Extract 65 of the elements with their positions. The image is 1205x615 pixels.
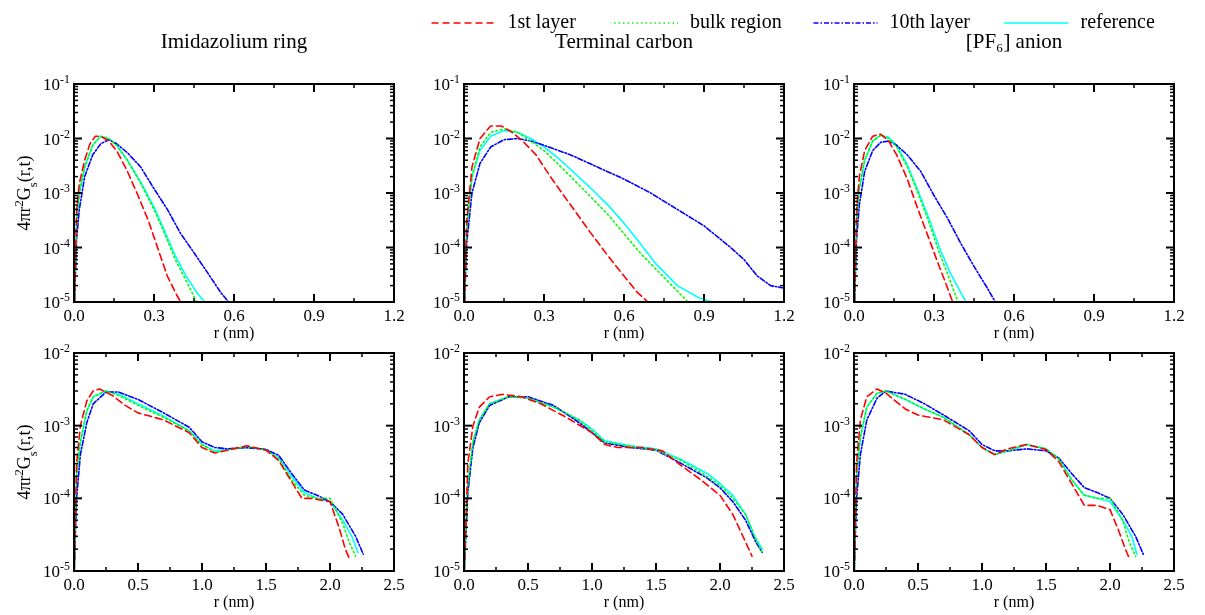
x-tick-label: 0.5: [907, 575, 929, 594]
x-axis-title: r (nm): [213, 593, 255, 611]
x-tick-label: 2.0: [1099, 575, 1121, 594]
y-tick-label: 10$^{-3}$: [823, 413, 851, 436]
x-axis-title: r (nm): [603, 593, 645, 611]
x-tick-label: 0.6: [1003, 306, 1025, 325]
x-axis-title: r (nm): [993, 324, 1035, 342]
y-tick-label: 10$^{-2}$: [433, 126, 461, 149]
x-tick-label: 1.0: [971, 575, 993, 594]
y-tick-label: 10$^{-1}$: [433, 72, 461, 94]
legend-label: reference: [1080, 10, 1155, 32]
x-tick-label: 0.0: [453, 306, 475, 325]
x-tick-label: 2.0: [709, 575, 731, 594]
x-tick-label: 0.3: [923, 306, 945, 325]
y-tick-label: 10$^{-2}$: [823, 341, 851, 363]
x-tick-label: 0.9: [1083, 306, 1105, 325]
chart-title: Imidazolium ring: [160, 29, 308, 53]
x-tick-label: 1.2: [1163, 306, 1185, 325]
x-tick-label: 2.0: [319, 575, 341, 594]
y-tick-label: 10$^{-2}$: [433, 341, 461, 363]
x-tick-label: 0.3: [143, 306, 165, 325]
y-tick-label: 10$^{-2}$: [43, 341, 71, 363]
y-tick-label: 10$^{-4}$: [433, 486, 461, 509]
y-tick-label: 10$^{-4}$: [823, 486, 851, 509]
y-tick-label: 10$^{-4}$: [823, 235, 851, 258]
x-tick-label: 0.5: [517, 575, 539, 594]
x-tick-label: 0.9: [693, 306, 715, 325]
y-tick-label: 10$^{-2}$: [823, 126, 851, 149]
y-tick-label: 10$^{-3}$: [43, 181, 71, 203]
y-tick-label: 10$^{-3}$: [433, 413, 461, 436]
x-tick-label: 0.3: [533, 306, 555, 325]
x-axis-title: r (nm): [213, 324, 255, 342]
y-tick-label: 10$^{-1}$: [823, 72, 851, 94]
y-tick-label: 10$^{-3}$: [823, 181, 851, 203]
x-tick-label: 0.6: [223, 306, 245, 325]
x-tick-label: 1.0: [191, 575, 213, 594]
x-tick-label: 0.6: [613, 306, 635, 325]
y-tick-label: 10$^{-4}$: [43, 235, 71, 258]
x-tick-label: 1.2: [383, 306, 405, 325]
x-tick-label: 0.0: [843, 306, 865, 325]
x-tick-label: 1.2: [773, 306, 795, 325]
x-tick-label: 0.0: [843, 575, 865, 594]
line-series: [74, 138, 230, 302]
x-tick-label: 0.0: [453, 575, 475, 594]
y-tick-label: 10$^{-1}$: [43, 72, 71, 94]
x-tick-label: 1.5: [1035, 575, 1057, 594]
x-axis-title: r (nm): [603, 324, 645, 342]
x-tick-label: 0.9: [303, 306, 325, 325]
y-tick-label: 10$^{-4}$: [43, 486, 71, 509]
x-tick-label: 2.5: [1163, 575, 1185, 594]
x-axis-title: r (nm): [993, 593, 1035, 611]
y-tick-label: 10$^{-2}$: [43, 126, 71, 149]
y-tick-label: 10$^{-4}$: [433, 235, 461, 258]
line-series: [464, 125, 649, 302]
y-tick-label: 10$^{-3}$: [43, 413, 71, 436]
x-tick-label: 1.5: [645, 575, 667, 594]
x-tick-label: 2.5: [383, 575, 405, 594]
line-series: [854, 140, 997, 302]
x-tick-label: 0.0: [63, 306, 85, 325]
x-tick-label: 1.0: [581, 575, 603, 594]
y-tick-label: 10$^{-3}$: [433, 181, 461, 203]
x-tick-label: 0.5: [127, 575, 149, 594]
x-tick-label: 2.5: [773, 575, 795, 594]
x-tick-label: 0.0: [63, 575, 85, 594]
x-tick-label: 1.5: [255, 575, 277, 594]
